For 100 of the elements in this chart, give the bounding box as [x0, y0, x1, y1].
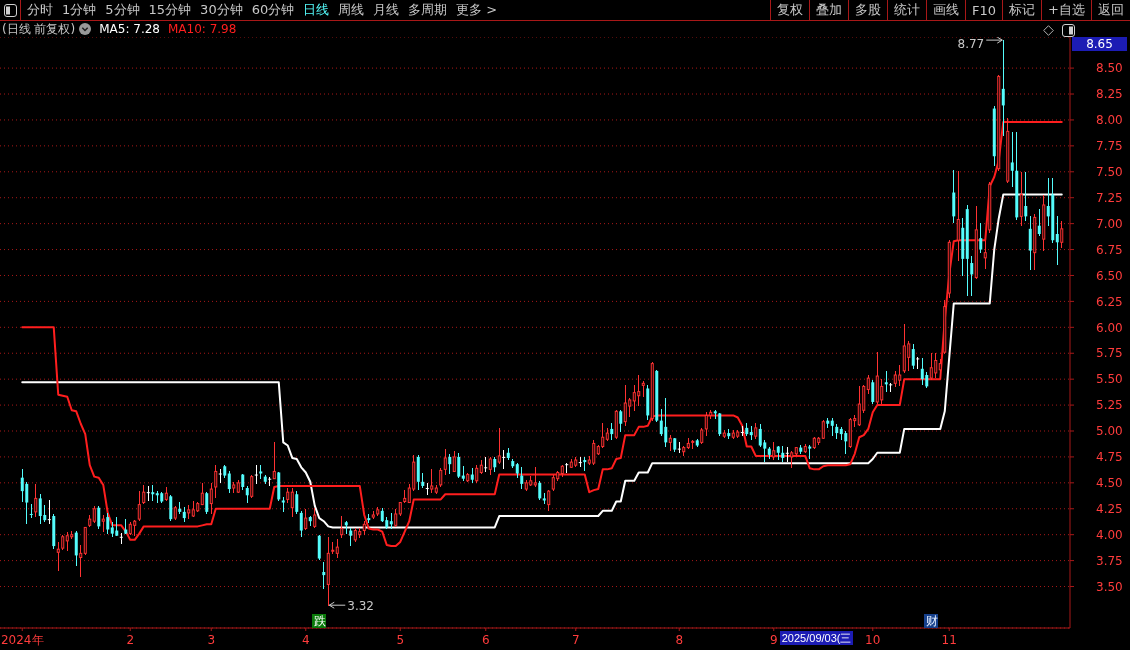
text: 60分钟 [251, 1, 295, 19]
candlestick [214, 464, 218, 498]
x-tick-label: 2 [126, 633, 135, 647]
candlestick [295, 490, 299, 514]
text: 15分钟 [148, 1, 192, 19]
line-series [21, 121, 1063, 548]
candlestick [79, 545, 83, 577]
candlestick [457, 453, 461, 479]
text: MA10: 7.98 [167, 22, 237, 36]
candlestick [20, 468, 24, 503]
candlestick [1055, 215, 1059, 265]
candlestick [884, 371, 888, 393]
candlestick [56, 542, 60, 571]
candlestick [209, 483, 213, 514]
candlestick [38, 493, 42, 524]
candlestick [718, 412, 722, 436]
candlestick [857, 385, 861, 427]
y-tick-label: 4.50 [1096, 476, 1123, 491]
annotation: 8.77 [957, 37, 985, 52]
candlestick [317, 535, 321, 561]
text: 月线 [373, 1, 400, 19]
y-tick-label: 4.75 [1096, 450, 1123, 465]
x-tick-label: 5 [396, 633, 405, 647]
y-tick-label: 5.50 [1096, 372, 1123, 387]
x-tick-label: 4 [301, 633, 310, 647]
candlestick [137, 490, 141, 521]
candlestick [979, 223, 983, 254]
annotation: 3.32 [347, 599, 374, 614]
text: 5分钟 [105, 1, 140, 19]
candlestick [290, 488, 294, 517]
y-tick-label: 6.25 [1096, 294, 1123, 309]
candlestick [934, 352, 938, 378]
candlestick [497, 428, 501, 464]
chart-title: (日线 前复权) [2, 20, 76, 38]
candlestick [844, 431, 848, 455]
y-tick-label: 4.25 [1096, 502, 1123, 517]
candlestick [1001, 39, 1005, 137]
x-tick-label: 11 [941, 633, 957, 647]
candlestick [1010, 131, 1014, 187]
text: MA5: 7.28 [99, 22, 160, 36]
y-tick-label: 5.75 [1096, 346, 1123, 361]
candlestick [299, 511, 303, 538]
candlestick [565, 462, 569, 474]
y-tick-label: 8.50 [1096, 61, 1123, 76]
candlestick [592, 439, 596, 465]
candlestick [632, 384, 636, 411]
candlestick [520, 466, 524, 489]
candlestick [448, 454, 452, 475]
candlestick [664, 398, 668, 448]
y-tick-label: 3.75 [1096, 553, 1123, 568]
candlestick [1028, 215, 1032, 270]
text: 周线 [338, 1, 365, 19]
candlestick [106, 513, 110, 535]
candlestick [704, 411, 708, 436]
toolbar-button: 返回 [1091, 0, 1130, 20]
candlestick [34, 484, 38, 517]
candlestick [920, 357, 924, 385]
y-tick-label: 6.00 [1096, 320, 1123, 335]
candlestick [97, 506, 101, 530]
text: 日线 [303, 1, 330, 19]
candlestick [952, 170, 956, 224]
y-tick-label: 8.00 [1096, 113, 1123, 128]
candlestick [227, 470, 231, 493]
text: 多周期 [408, 1, 448, 19]
y-tick-label: 7.50 [1096, 165, 1123, 180]
y-tick-label: 7.75 [1096, 139, 1123, 154]
candlestick [623, 384, 627, 427]
candlestick [254, 464, 258, 485]
candlestick [425, 483, 429, 495]
toolbar-button: 统计 [887, 0, 927, 20]
candlestick [200, 483, 204, 506]
candlestick [740, 426, 744, 436]
candlestick [1019, 172, 1023, 227]
candlestick [547, 489, 551, 512]
toolbar-button: 画线 [926, 0, 966, 20]
candlestick [533, 466, 537, 487]
candlestick [250, 474, 254, 498]
y-tick-label: 3.50 [1096, 579, 1123, 594]
text: 30分钟 [200, 1, 243, 19]
candlestick [47, 499, 51, 524]
candlestick [898, 365, 902, 386]
candlestick [938, 358, 942, 379]
y-tick-label: 8.25 [1096, 87, 1123, 102]
candlestick [430, 468, 434, 493]
text: 分时 [27, 1, 53, 19]
candlestick [322, 562, 326, 590]
x-tick-label: 6 [481, 633, 490, 647]
text: 更多 > [456, 1, 498, 19]
x-tick-label: 7 [571, 633, 580, 647]
candlestick [1060, 220, 1064, 249]
toolbar-button: 标记 [1002, 0, 1042, 20]
toolbar-button: 复权 [770, 0, 810, 20]
candlestick [619, 409, 623, 432]
toolbar-button: F10 [965, 0, 1003, 20]
candlestick [205, 491, 209, 514]
x-tick-label: 8 [675, 633, 684, 647]
candlestick [119, 533, 123, 544]
toolbar-button: 多股 [848, 0, 888, 20]
candlestick [907, 341, 911, 372]
candlestick [74, 530, 78, 567]
